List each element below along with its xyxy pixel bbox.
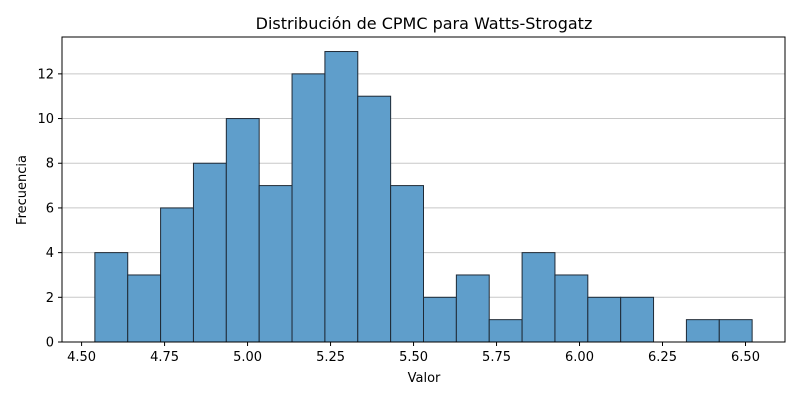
histogram-bar-4 (225, 118, 260, 343)
y-tick-label-2: 4 (46, 246, 54, 261)
histogram-bar-5 (258, 185, 293, 343)
histogram-bar-13 (521, 252, 556, 343)
histogram-bar-11 (455, 274, 490, 343)
bars (94, 51, 753, 343)
histogram-bar-6 (291, 73, 326, 343)
histogram-bar-16 (620, 296, 655, 343)
histogram-bar-15 (587, 296, 622, 343)
x-tick-label-1: 4.75 (150, 350, 179, 365)
histogram-bar-8 (357, 95, 392, 343)
x-tick-label-2: 5.00 (233, 350, 262, 365)
y-tick-label-5: 10 (37, 112, 54, 127)
histogram-bar-7 (324, 51, 359, 343)
histogram-bar-10 (423, 296, 457, 343)
x-axis-label: Valor (408, 371, 441, 386)
histogram-bar-9 (390, 185, 424, 343)
x-tick-label-6: 6.00 (565, 350, 594, 365)
histogram-bar-12 (488, 319, 523, 343)
histogram-bar-1 (127, 274, 162, 343)
x-axis-ticks: 4.50 4.75 5.00 5.25 5.50 5.75 6.00 6.25 6.50 (67, 342, 760, 365)
y-tick-label-6: 12 (37, 67, 54, 82)
histogram-bar-19 (718, 319, 753, 343)
y-axis-ticks: 0 2 4 6 8 10 12 (37, 67, 62, 351)
x-tick-label-4: 5.50 (399, 350, 428, 365)
x-tick-label-8: 6.50 (731, 350, 760, 365)
histogram-bar-18 (685, 319, 720, 343)
chart-title: Distribución de CPMC para Watts-Strogatz (256, 14, 593, 33)
y-axis-label: Frecuencia (15, 155, 30, 225)
y-tick-label-1: 2 (46, 291, 54, 306)
histogram-bar-14 (554, 274, 589, 343)
plot-frame (61, 36, 786, 343)
histogram-bar-2 (160, 207, 194, 343)
x-tick-label-3: 5.25 (316, 350, 345, 365)
histogram-bar-0 (94, 252, 129, 343)
x-tick-label-7: 6.25 (648, 350, 677, 365)
y-tick-label-0: 0 (46, 336, 54, 351)
x-tick-label-5: 5.75 (482, 350, 511, 365)
y-tick-label-3: 6 (46, 201, 54, 216)
y-tick-label-4: 8 (46, 157, 54, 172)
x-tick-label-0: 4.50 (67, 350, 96, 365)
histogram-bar-3 (192, 162, 227, 343)
